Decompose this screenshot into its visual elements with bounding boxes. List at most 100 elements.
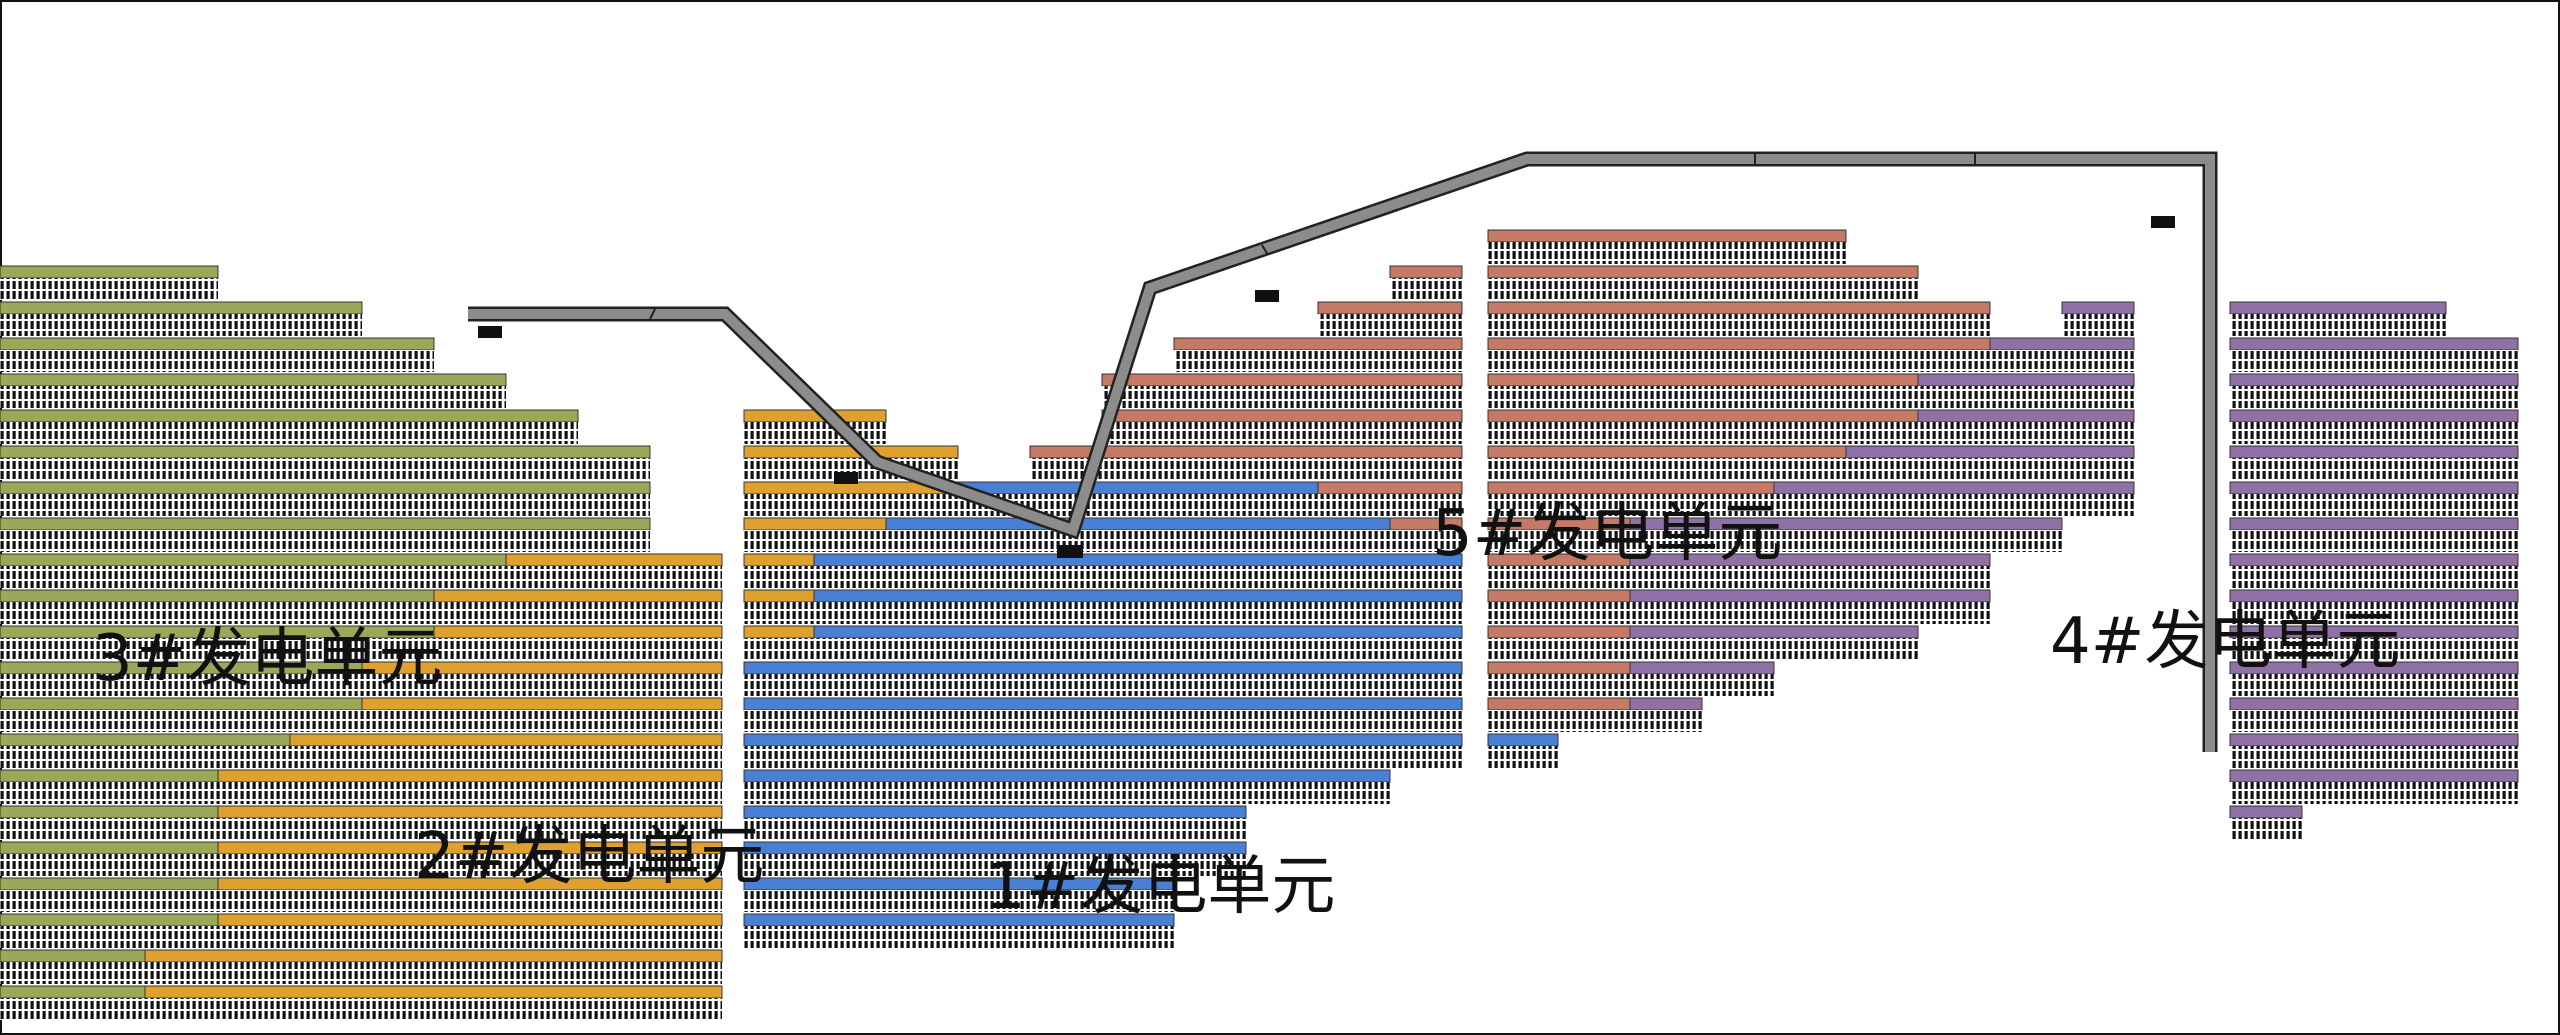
panel-row-unit-5: [1317, 301, 1463, 315]
panel-row-unit-5: [1487, 301, 1991, 315]
pv-panel-row: [0, 386, 506, 408]
access-road: [468, 151, 2218, 752]
pv-panel-row: [0, 278, 218, 300]
panel-row-unit-5: [1487, 373, 1919, 387]
panel-row-unit-3: [0, 733, 291, 747]
panel-row-unit-3: [0, 553, 507, 567]
pv-panel-row: [744, 638, 814, 660]
unit-label-1: 1#发电单元: [985, 850, 1335, 924]
panel-row-unit-4: [1917, 373, 2135, 387]
panel-row-unit-5: [1317, 481, 1463, 495]
pv-panel-row: [0, 566, 506, 588]
panel-row-unit-3: [0, 985, 146, 999]
panel-row-unit-2: [144, 949, 723, 963]
pv-panel-row: [2230, 350, 2518, 372]
pv-panel-row: [0, 638, 434, 660]
panel-row-unit-1: [743, 697, 1463, 711]
panel-row-unit-1: [743, 805, 1247, 819]
transformer-marker: [2151, 216, 2175, 228]
pv-panel-row: [2230, 386, 2518, 408]
panel-row-unit-2: [144, 985, 723, 999]
pv-panel-row: [1846, 458, 2134, 480]
pv-panel-row: [744, 710, 1462, 732]
pv-panel-row: [2062, 314, 2134, 336]
pv-panel-row: [1918, 386, 2134, 408]
pv-panel-row: [814, 602, 1462, 624]
pv-panel-row: [1990, 350, 2134, 372]
panel-row-unit-2: [743, 553, 815, 567]
pv-panel-row: [1630, 638, 1918, 660]
panel-row-unit-4: [1629, 697, 1703, 711]
pv-panel-row: [1488, 674, 1630, 696]
panel-row-unit-4: [2229, 805, 2303, 819]
panel-row-unit-4: [2229, 553, 2519, 567]
panel-row-unit-1: [957, 481, 1319, 495]
pv-panel-row: [886, 530, 1390, 552]
panel-row-unit-3: [0, 697, 363, 711]
pv-panel-row: [2230, 566, 2518, 588]
pv-panel-row: [1318, 494, 1462, 516]
pv-panel-row: [1774, 494, 2134, 516]
pv-panel-row: [0, 350, 434, 372]
pv-panel-row: [1488, 386, 1918, 408]
panel-row-unit-2: [361, 697, 723, 711]
pv-panel-row: [744, 674, 1462, 696]
pv-panel-row: [2230, 494, 2518, 516]
panel-row-unit-5: [1487, 697, 1631, 711]
pv-panel-row: [434, 638, 722, 660]
pv-panel-row: [1488, 350, 1990, 372]
pv-panel-row: [218, 818, 722, 840]
pv-panel-row: [958, 494, 1318, 516]
panel-row-unit-4: [2229, 301, 2447, 315]
panel-row-unit-4: [2061, 301, 2135, 315]
unit-label-4: 4#发电单元: [2050, 605, 2400, 679]
panel-row-unit-1: [743, 661, 1463, 675]
panel-row-unit-5: [1487, 409, 1919, 423]
pv-panel-row: [744, 494, 958, 516]
unit-labels: 3#发电单元 2#发电单元 1#发电单元 5#发电单元 4#发电单元: [92, 497, 2400, 924]
pv-panel-row: [2230, 674, 2518, 696]
pv-panel-row: [2230, 638, 2518, 660]
panel-rows: [0, 229, 2519, 1020]
panel-row-unit-3: [0, 481, 651, 495]
panel-row-unit-2: [743, 517, 887, 531]
pv-panel-row: [1102, 458, 1462, 480]
unit-label-5: 5#发电单元: [1432, 497, 1782, 571]
panel-row-unit-4: [1773, 481, 2135, 495]
panel-row-unit-2: [433, 589, 723, 603]
box-markers: [478, 216, 2175, 558]
panel-row-unit-2: [217, 805, 723, 819]
pv-panel-row: [1488, 602, 1630, 624]
pv-panel-row: [1488, 458, 1846, 480]
panel-row-unit-3: [0, 805, 219, 819]
pv-panel-row: [0, 314, 362, 336]
panel-row-unit-2: [505, 553, 723, 567]
panel-row-unit-3: [0, 373, 507, 387]
pv-panel-row: [744, 782, 1390, 804]
pv-panel-row: [0, 746, 290, 768]
panel-row-unit-3: [0, 913, 219, 927]
panel-row-unit-4: [2229, 769, 2519, 783]
panel-row-unit-5: [1487, 445, 1847, 459]
transformer-marker: [834, 472, 858, 484]
pv-panel-row: [1102, 422, 1462, 444]
pv-panel-row: [0, 458, 650, 480]
pv-panel-row: [0, 674, 362, 696]
pv-panel-row: [218, 782, 722, 804]
panel-row-unit-4: [2229, 589, 2519, 603]
pv-panel-row: [1488, 278, 1918, 300]
panel-row-unit-4: [2229, 517, 2519, 531]
pv-panel-row: [2230, 818, 2302, 840]
panel-row-unit-3: [0, 409, 579, 423]
pv-panel-row: [1488, 710, 1630, 732]
pv-panel-row: [0, 926, 218, 948]
panel-row-unit-5: [1487, 661, 1631, 675]
panel-row-unit-2: [433, 625, 723, 639]
unit-label-2: 2#发电单元: [414, 820, 764, 894]
panel-row-unit-3: [0, 337, 435, 351]
pv-panel-row: [1918, 422, 2134, 444]
pv-panel-row: [2230, 602, 2518, 624]
pv-panel-row: [1390, 530, 1462, 552]
panel-row-unit-4: [2229, 481, 2519, 495]
